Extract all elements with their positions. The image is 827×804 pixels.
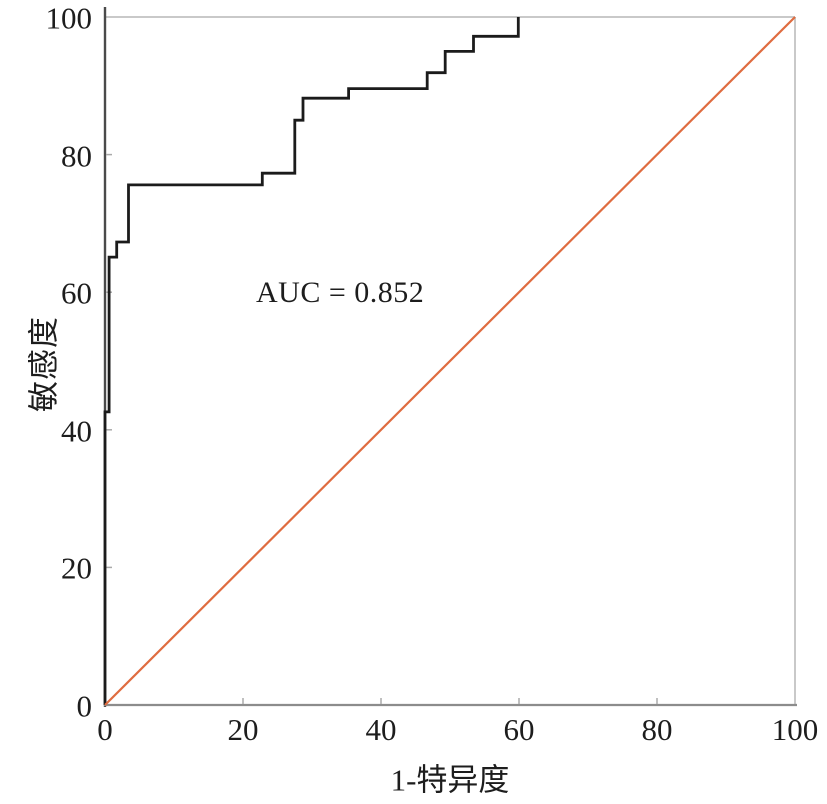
chart-series (103, 16, 796, 706)
y-axis-title: 敏感度 (26, 316, 62, 412)
y-tick-label: 60 (61, 275, 92, 311)
y-tick-label: 20 (61, 550, 92, 586)
x-tick-label: 40 (365, 712, 397, 747)
y-tick-label: 100 (45, 0, 93, 36)
x-tick-label: 20 (227, 712, 259, 747)
y-tick-label: 0 (76, 688, 93, 724)
axis-tick-marks (106, 153, 658, 704)
y-tick-label: 80 (61, 138, 92, 174)
x-tick-label: 100 (771, 712, 819, 747)
x-tick-label: 60 (503, 712, 535, 747)
x-tick-label: 0 (97, 712, 113, 747)
y-tick-label: 40 (61, 413, 92, 449)
roc-curve (103, 17, 520, 705)
x-axis-title: 1-特异度 (390, 762, 510, 798)
auc-annotation: AUC = 0.852 (256, 276, 425, 309)
plot-frame (103, 7, 797, 707)
reference-diagonal (104, 16, 796, 706)
x-tick-label: 80 (641, 712, 673, 747)
